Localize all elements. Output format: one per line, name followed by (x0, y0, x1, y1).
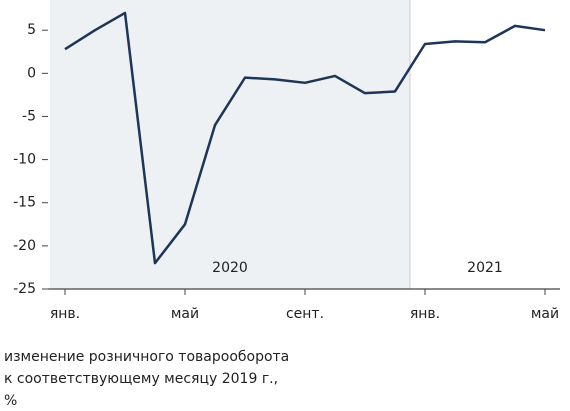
x-tick-label: янв. (50, 306, 80, 322)
x-tick-label: май (531, 306, 559, 322)
y-tick-label: 5 (27, 22, 36, 38)
period-label: 2020 (212, 260, 248, 276)
period-shade (50, 0, 410, 289)
caption: изменение розничного товарооборота (4, 349, 289, 365)
y-tick-label: -20 (13, 238, 36, 254)
period-shade (410, 0, 560, 289)
x-tick-label: сент. (286, 306, 324, 322)
y-tick-label: -25 (13, 281, 36, 297)
caption: к соответствующему месяцу 2019 г., (4, 371, 278, 387)
y-tick-label: 0 (27, 65, 36, 81)
x-tick-label: май (171, 306, 199, 322)
line (64, 11, 546, 265)
y-tick-label: -5 (22, 108, 36, 124)
caption: % (4, 393, 17, 409)
x-tick-label: янв. (410, 306, 440, 322)
period-label: 2021 (467, 260, 503, 276)
y-tick-label: -15 (13, 195, 36, 211)
y-tick-label: -10 (13, 152, 36, 168)
